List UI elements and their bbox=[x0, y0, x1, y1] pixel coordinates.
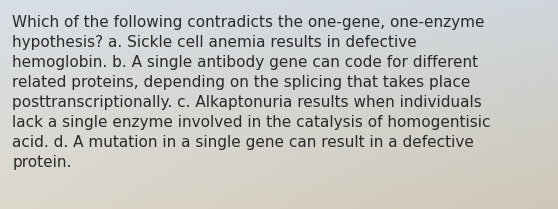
Text: Which of the following contradicts the one-gene, one-enzyme
hypothesis? a. Sickl: Which of the following contradicts the o… bbox=[12, 15, 491, 170]
